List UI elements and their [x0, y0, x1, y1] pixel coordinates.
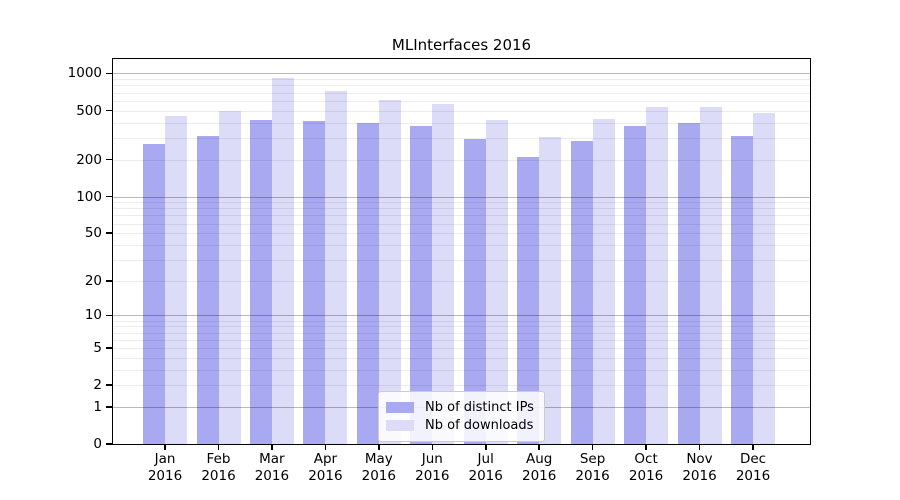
bar-distinct-ips-oct — [624, 126, 647, 444]
y-tick-label-1: 1 — [93, 398, 102, 415]
legend-swatch-downloads — [386, 419, 414, 431]
x-tick-mark-mar — [271, 444, 273, 450]
bar-downloads-feb — [218, 110, 241, 444]
bar-distinct-ips-mar — [249, 119, 272, 444]
x-tick-label-apr: Apr 2016 — [308, 451, 343, 484]
y-tick-label-200: 200 — [76, 151, 102, 168]
x-tick-label-jul: Jul 2016 — [468, 451, 503, 484]
y-tick-mark-500 — [106, 109, 113, 112]
x-tick-label-feb: Feb 2016 — [201, 451, 236, 484]
x-tick-mark-feb — [217, 444, 220, 450]
bar-distinct-ips-sep — [570, 140, 593, 444]
x-tick-label-aug: Aug 2016 — [522, 451, 557, 484]
y-tick-label-2: 2 — [93, 377, 102, 394]
x-tick-label-mar: Mar 2016 — [254, 451, 290, 484]
x-tick-mark-jul — [485, 444, 487, 450]
x-tick-mark-may — [378, 444, 380, 450]
y-tick-mark-0 — [106, 443, 113, 445]
y-tick-mark-5 — [106, 347, 113, 349]
bar-downloads-jun — [432, 103, 455, 444]
bar-downloads-mar — [271, 77, 294, 444]
x-tick-label-sep: Sep 2016 — [575, 451, 610, 484]
x-tick-label-dec: Dec 2016 — [735, 451, 771, 484]
y-tick-label-20: 20 — [84, 272, 102, 289]
x-tick-mark-apr — [324, 444, 327, 450]
x-tick-label-jun: Jun 2016 — [415, 451, 450, 484]
legend-item-downloads: Nb of downloads — [386, 417, 536, 433]
bar-distinct-ips-dec — [731, 136, 753, 444]
x-tick-label-jan: Jan 2016 — [147, 451, 183, 484]
bar-distinct-ips-jan — [143, 143, 165, 444]
bar-distinct-ips-nov — [677, 123, 700, 444]
legend-label-distinct-ips: Nb of distinct IPs — [425, 399, 534, 415]
bar-distinct-ips-feb — [196, 136, 219, 444]
plot-area — [112, 58, 811, 445]
y-tick-label-1000: 1000 — [67, 65, 102, 82]
y-tick-label-0: 0 — [93, 436, 102, 452]
x-tick-mark-sep — [591, 444, 594, 450]
x-tick-label-nov: Nov 2016 — [682, 451, 717, 484]
bar-distinct-ips-apr — [303, 121, 326, 444]
y-tick-label-100: 100 — [76, 188, 102, 205]
bar-downloads-oct — [646, 106, 669, 444]
x-tick-mark-nov — [698, 444, 701, 450]
y-tick-mark-50 — [106, 232, 113, 234]
bar-downloads-dec — [753, 112, 775, 444]
y-tick-label-5: 5 — [93, 339, 102, 356]
x-tick-label-oct: Oct 2016 — [628, 451, 664, 484]
y-tick-mark-1 — [106, 406, 113, 408]
bar-downloads-may — [378, 100, 401, 444]
y-tick-mark-100 — [106, 195, 113, 198]
y-tick-label-50: 50 — [84, 225, 102, 242]
legend-swatch-distinct-ips — [386, 401, 414, 413]
y-tick-mark-20 — [106, 280, 113, 282]
chart-title: MLInterfaces 2016 — [391, 36, 532, 54]
bar-distinct-ips-jun — [410, 126, 433, 444]
y-tick-label-10: 10 — [84, 307, 102, 324]
y-tick-label-500: 500 — [76, 102, 102, 119]
bar-distinct-ips-may — [356, 122, 379, 444]
legend-label-downloads: Nb of downloads — [425, 417, 534, 433]
bar-downloads-apr — [325, 90, 348, 444]
bars-layer — [113, 59, 810, 444]
y-tick-mark-10 — [106, 314, 113, 317]
bar-downloads-jan — [165, 115, 187, 444]
x-tick-mark-oct — [645, 444, 647, 450]
bar-downloads-aug — [539, 137, 562, 444]
bar-downloads-nov — [699, 106, 722, 444]
x-tick-mark-dec — [752, 444, 754, 450]
x-tick-label-may: May 2016 — [361, 451, 396, 484]
bar-downloads-jul — [485, 119, 508, 444]
y-tick-mark-200 — [106, 158, 113, 161]
legend: Nb of distinct IPs Nb of downloads — [378, 391, 545, 442]
x-tick-mark-jun — [431, 444, 433, 450]
legend-item-distinct-ips: Nb of distinct IPs — [386, 399, 536, 415]
x-tick-mark-jan — [164, 444, 166, 450]
x-tick-mark-aug — [538, 444, 540, 450]
bar-downloads-sep — [592, 119, 615, 444]
bar-distinct-ips-aug — [517, 157, 540, 444]
bar-distinct-ips-jul — [463, 138, 486, 444]
y-tick-mark-1000 — [106, 72, 113, 75]
y-tick-mark-2 — [106, 384, 113, 386]
